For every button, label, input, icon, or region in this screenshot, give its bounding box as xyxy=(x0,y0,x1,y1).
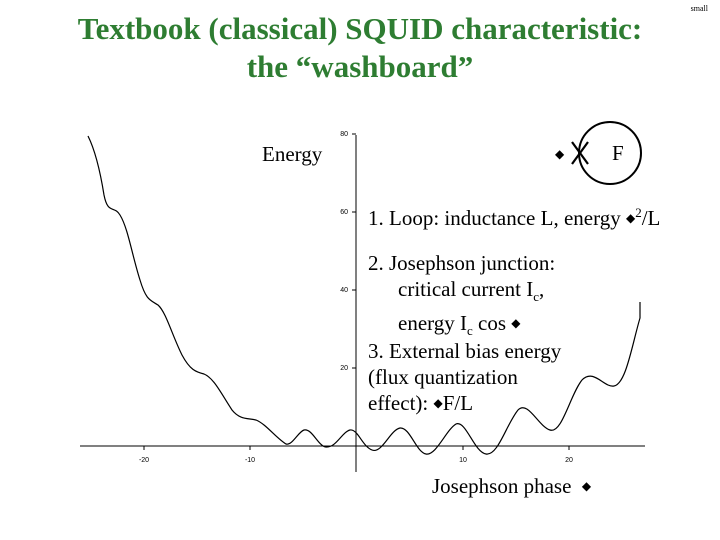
diamond-icon: ◆ xyxy=(555,147,565,161)
flux-icon: F xyxy=(612,141,624,165)
x-tick-label: 10 xyxy=(459,457,467,464)
x-tick-label: -10 xyxy=(245,457,255,464)
flux-icon: F xyxy=(442,391,455,415)
diamond-icon: ◆ xyxy=(581,479,592,493)
y-tick-label: 20 xyxy=(340,365,348,372)
y-tick-label: 80 xyxy=(340,131,348,138)
loop-circle xyxy=(578,121,642,185)
slide-title: Textbook (classical) SQUID characteristi… xyxy=(40,10,680,86)
corner-label: small xyxy=(690,4,708,13)
junction-description: 2. Josephson junction: critical current … xyxy=(368,251,556,339)
title-line-2: the “washboard” xyxy=(246,49,474,84)
washboard-curve xyxy=(87,135,641,455)
y-tick-label: 40 xyxy=(340,287,348,294)
junction-cross-icon xyxy=(571,141,589,165)
x-ticks xyxy=(143,446,570,450)
diamond-icon: ◆ xyxy=(433,396,443,410)
diamond-icon: ◆ xyxy=(625,211,636,225)
x-tick-label: 20 xyxy=(565,457,573,464)
y-tick-label: 60 xyxy=(340,209,348,216)
diamond-icon: ◆ xyxy=(511,316,521,331)
loop-description: 1. Loop: inductance L, energy ◆2/L xyxy=(368,205,661,230)
x-tick-label: -20 xyxy=(139,457,149,464)
bias-description: 3. External bias energy (flux quantizati… xyxy=(368,339,562,415)
y-ticks xyxy=(352,133,356,369)
title-line-1: Textbook (classical) SQUID characteristi… xyxy=(77,11,643,46)
x-axis-label: Josephson phase ◆ xyxy=(432,474,592,498)
y-axis-label: Energy xyxy=(262,142,323,166)
